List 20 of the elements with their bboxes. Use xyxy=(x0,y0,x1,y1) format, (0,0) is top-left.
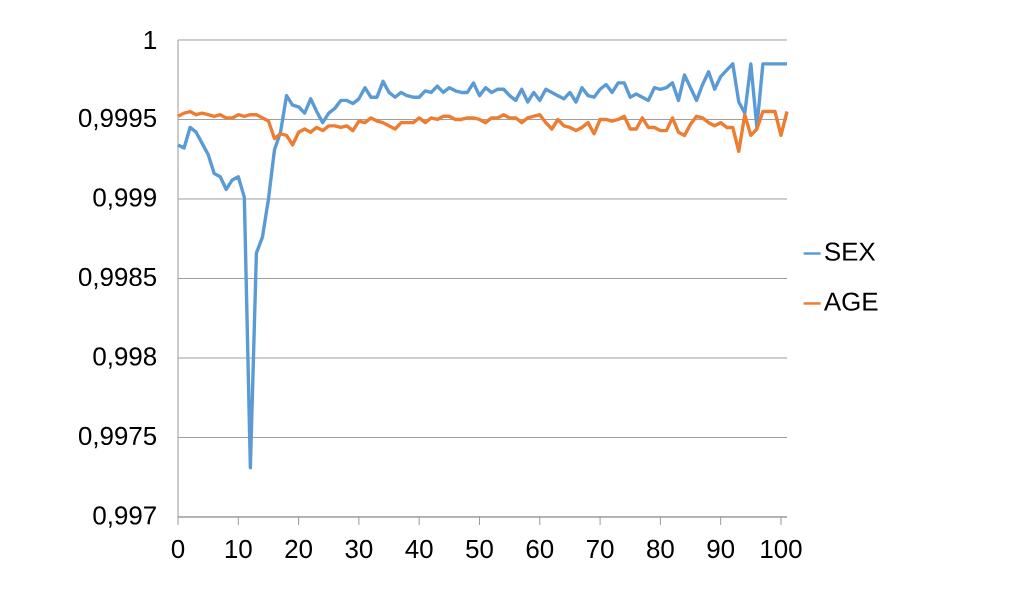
x-tick-label: 50 xyxy=(466,539,493,559)
legend-label: SEX xyxy=(825,242,876,261)
x-tick-label: 40 xyxy=(405,539,433,559)
x-tick-label: 90 xyxy=(707,539,735,559)
x-tick-label: 20 xyxy=(285,539,312,559)
y-tick-label: 0,998 xyxy=(93,347,157,369)
y-tick-label: 1 xyxy=(144,31,156,49)
y-tick-label: 0,9985 xyxy=(78,267,157,290)
x-tick-label: 70 xyxy=(587,539,614,559)
x-tick-label: 60 xyxy=(526,539,554,559)
legend-label: AGE xyxy=(823,292,878,311)
y-tick-label: 0,9995 xyxy=(78,108,157,131)
y-tick-label: 0,999 xyxy=(93,188,156,210)
y-tick-label: 0,997 xyxy=(93,506,156,528)
y-tick-label: 0,9975 xyxy=(78,426,157,449)
x-tick-label: 30 xyxy=(345,539,373,559)
x-tick-label: 10 xyxy=(225,539,252,559)
x-tick-label: 100 xyxy=(761,539,802,559)
x-tick-label: 80 xyxy=(647,539,674,559)
x-tick-label: 0 xyxy=(171,539,185,559)
